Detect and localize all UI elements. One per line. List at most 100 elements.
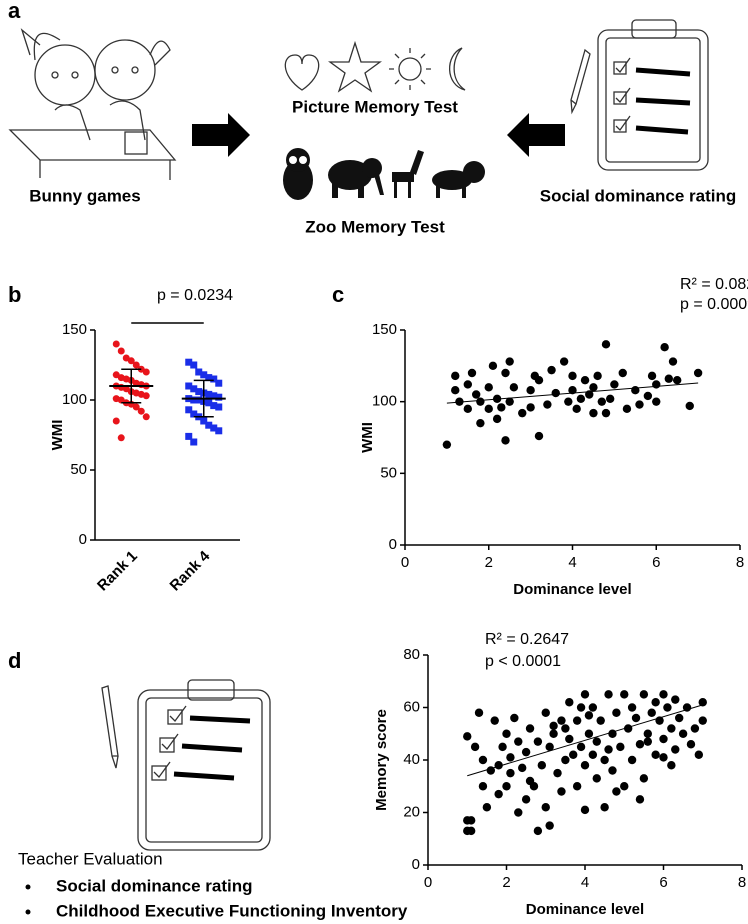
data-point [667,724,676,733]
data-point [210,375,218,383]
data-point [518,408,527,418]
data-point [463,404,473,414]
data-point [580,761,590,770]
data-point [647,371,657,381]
data-point [685,401,694,411]
data-point [698,716,707,725]
data-point [643,737,652,746]
data-point [568,371,577,381]
data-point [451,386,460,395]
data-point [210,424,218,432]
data-point [185,432,193,440]
data-point [576,742,586,752]
data-point [588,750,598,759]
y-tick-label: 0 [79,531,87,548]
data-point [467,368,477,378]
data-point [490,716,499,725]
y-tick-label: 50 [380,464,397,481]
x-tick-label: Rank 1 [94,548,141,595]
panel-label: a [8,0,21,23]
data-point [521,795,531,804]
data-point [482,803,492,812]
annotation: R² = 0.2647 [485,631,569,648]
data-point [667,761,676,770]
data-point [620,690,629,699]
data-point [604,690,613,699]
data-point [510,713,519,723]
data-point [592,737,601,746]
data-point [509,383,519,392]
data-point [572,404,581,414]
data-point [494,789,503,799]
data-point [564,397,573,406]
y-tick-label: 40 [403,751,420,768]
data-point [559,357,569,366]
data-point [501,368,510,378]
data-point [588,703,598,712]
data-point [549,721,558,731]
data-point [533,737,543,746]
x-tick-label: 2 [502,874,510,891]
data-point [622,404,632,414]
data-point [672,375,682,385]
data-point [576,703,586,712]
y-tick-label: 150 [62,321,87,338]
data-point [584,729,594,738]
y-tick-label: 100 [372,393,397,410]
data-point [190,438,198,446]
teacher-item: Childhood Executive Functioning Inventor… [56,901,408,920]
data-point [205,399,213,407]
data-point [463,380,473,389]
data-point [585,390,594,399]
data-point [612,708,621,717]
illustration-label: Social dominance rating [540,186,737,205]
data-point [549,729,558,738]
trend-line [446,382,699,404]
y-tick-label: 0 [412,856,420,873]
data-point [596,716,605,725]
data-point [137,407,145,415]
data-point [568,386,577,395]
clipboard [101,679,271,851]
x-tick-label: Rank 4 [167,547,214,594]
data-point [195,396,203,404]
data-point [506,768,515,778]
x-tick-label: 8 [736,554,744,571]
data-point [600,755,609,765]
data-point [534,375,544,385]
data-point [643,729,652,738]
data-point [470,742,480,752]
data-point [572,716,582,725]
data-point [132,361,140,369]
data-point [471,390,481,399]
y-tick-label: 150 [372,321,397,338]
data-point [533,826,543,836]
data-point [543,400,552,409]
bullet [25,884,31,890]
data-point [210,392,218,400]
data-point [112,340,120,348]
data-point [660,343,669,352]
data-point [185,382,193,390]
data-point [514,808,523,817]
data-point [601,340,611,349]
y-axis-title: WMI [49,420,66,451]
data-point [580,375,590,385]
data-point [505,397,514,406]
data-point [195,388,203,396]
data-point [639,690,649,699]
data-point [589,383,598,392]
data-point [631,386,640,395]
data-point [502,729,511,738]
annotation: p = 0.0234 [157,287,233,304]
data-point [142,392,150,400]
data-point [600,803,609,812]
data-point [652,380,661,389]
data-point [682,703,692,712]
data-point [451,371,460,381]
x-tick-label: 4 [581,874,589,891]
data-point [525,724,535,733]
data-point [190,396,198,404]
data-point [557,787,566,796]
